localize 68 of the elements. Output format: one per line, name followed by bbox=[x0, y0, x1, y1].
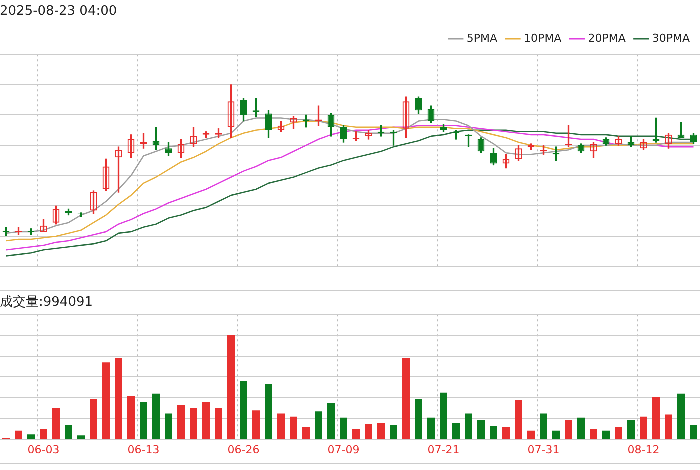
x-tick-label: 07-31 bbox=[528, 443, 560, 456]
bar bbox=[140, 402, 148, 440]
bar bbox=[490, 426, 498, 440]
bar bbox=[315, 412, 322, 440]
bar bbox=[578, 418, 585, 440]
bar bbox=[128, 396, 135, 440]
bar bbox=[440, 392, 448, 440]
x-tick-label: 06-26 bbox=[228, 443, 260, 456]
bar bbox=[565, 420, 572, 440]
bar bbox=[28, 434, 35, 440]
bar bbox=[502, 427, 510, 440]
x-tick-label: 06-13 bbox=[128, 443, 160, 456]
bar bbox=[265, 384, 272, 440]
bar bbox=[590, 429, 598, 440]
bar bbox=[102, 362, 110, 440]
bar bbox=[452, 423, 460, 440]
bar bbox=[365, 424, 372, 440]
bar bbox=[165, 414, 172, 440]
bar bbox=[540, 414, 548, 440]
bar bbox=[52, 408, 60, 440]
bar bbox=[615, 427, 622, 440]
x-tick-label: 08-12 bbox=[628, 443, 660, 456]
legend-label: 20PMA bbox=[588, 32, 626, 45]
x-tick-label: 07-21 bbox=[428, 443, 460, 456]
bar bbox=[328, 403, 335, 440]
bar bbox=[665, 414, 672, 440]
bar bbox=[628, 420, 635, 440]
chart-title: 2025-08-23 04:00 bbox=[0, 4, 118, 20]
bar bbox=[15, 430, 22, 440]
bar bbox=[65, 425, 72, 440]
bar bbox=[202, 402, 210, 440]
legend-label: 10PMA bbox=[524, 32, 562, 45]
bar bbox=[215, 408, 222, 440]
bar bbox=[278, 414, 285, 440]
bar bbox=[415, 399, 422, 440]
bar bbox=[290, 416, 298, 440]
x-tick-label: 06-03 bbox=[28, 443, 60, 456]
bar bbox=[640, 416, 648, 440]
bar bbox=[402, 358, 410, 440]
bar bbox=[652, 397, 660, 440]
x-tick-label: 07-09 bbox=[328, 443, 360, 456]
bar bbox=[228, 335, 235, 440]
legend-label: 30PMA bbox=[652, 32, 690, 45]
bar bbox=[690, 425, 698, 440]
bar bbox=[528, 430, 535, 440]
bar bbox=[552, 430, 560, 440]
bar bbox=[515, 400, 522, 440]
bar bbox=[352, 429, 360, 440]
bar bbox=[465, 414, 472, 440]
bar bbox=[302, 427, 310, 440]
chart-title: 成交量:994091 bbox=[0, 294, 94, 310]
legend-label: 5PMA bbox=[466, 32, 498, 45]
bar bbox=[178, 405, 185, 440]
bar bbox=[252, 410, 260, 440]
bar bbox=[40, 429, 48, 440]
bar bbox=[390, 425, 398, 440]
bar bbox=[190, 408, 198, 440]
bar bbox=[602, 430, 610, 440]
bar bbox=[378, 423, 385, 440]
bar bbox=[240, 381, 248, 440]
bar bbox=[78, 436, 85, 440]
bar bbox=[478, 420, 485, 440]
bar bbox=[115, 358, 122, 440]
bar bbox=[90, 399, 98, 440]
bar bbox=[428, 418, 435, 440]
bar bbox=[340, 418, 348, 440]
bar bbox=[678, 394, 685, 440]
bar bbox=[152, 394, 160, 440]
